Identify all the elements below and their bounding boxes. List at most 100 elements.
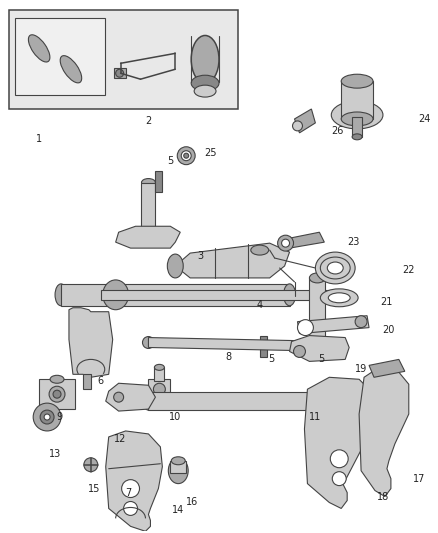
Bar [141,182,155,234]
Text: 22: 22 [403,265,415,275]
Ellipse shape [191,36,219,83]
Text: 26: 26 [331,126,343,136]
Polygon shape [116,226,180,248]
Text: 21: 21 [381,297,393,307]
Ellipse shape [309,338,325,349]
Bar [61,284,290,306]
Bar [148,379,170,399]
Circle shape [153,383,165,395]
Text: 1: 1 [36,134,42,144]
Bar [114,68,126,78]
Ellipse shape [142,392,155,410]
Text: 9: 9 [56,412,62,422]
Text: 18: 18 [377,491,389,502]
Bar [260,336,267,358]
Bar [39,379,75,409]
Bar [155,367,164,381]
Polygon shape [106,431,162,531]
Bar [15,18,105,95]
Polygon shape [290,232,324,248]
Bar [309,336,316,358]
Text: 5: 5 [268,354,275,365]
Ellipse shape [50,375,64,383]
Ellipse shape [28,35,50,62]
Bar [9,10,238,109]
Polygon shape [69,308,113,377]
Text: 19: 19 [355,365,367,374]
Ellipse shape [84,458,98,472]
Ellipse shape [341,74,373,88]
Polygon shape [290,336,349,361]
Circle shape [297,320,314,336]
Ellipse shape [328,293,350,303]
Text: 16: 16 [186,497,198,507]
Ellipse shape [141,179,155,187]
Bar [148,392,395,410]
Ellipse shape [191,75,219,91]
Ellipse shape [283,284,296,306]
Ellipse shape [171,457,185,465]
Circle shape [49,386,65,402]
Polygon shape [83,374,91,389]
Ellipse shape [167,254,183,278]
Text: 13: 13 [49,449,61,459]
Text: 2: 2 [145,116,152,126]
Circle shape [282,239,290,247]
Polygon shape [294,109,315,133]
Ellipse shape [352,134,362,140]
Ellipse shape [293,121,303,131]
Ellipse shape [341,112,373,126]
Polygon shape [304,377,377,508]
Circle shape [33,403,61,431]
Ellipse shape [55,284,67,306]
Ellipse shape [141,230,155,238]
Bar [341,81,373,119]
Text: 20: 20 [383,325,395,335]
Polygon shape [369,359,405,377]
Text: 7: 7 [125,488,132,498]
Ellipse shape [177,147,195,165]
Ellipse shape [389,392,401,410]
Circle shape [124,502,138,515]
Text: 6: 6 [98,376,104,386]
Polygon shape [106,383,155,411]
Ellipse shape [279,292,290,304]
Text: 24: 24 [418,114,431,124]
Polygon shape [359,367,409,497]
Text: 17: 17 [413,474,425,483]
Bar [170,461,186,473]
Ellipse shape [184,153,189,158]
Ellipse shape [315,252,355,284]
Ellipse shape [168,458,188,483]
Polygon shape [175,243,290,278]
Circle shape [293,345,305,358]
Ellipse shape [320,289,358,307]
Circle shape [122,480,140,497]
Ellipse shape [251,245,268,255]
Text: 10: 10 [169,412,181,422]
Bar [101,290,329,300]
Circle shape [40,410,54,424]
Circle shape [332,472,346,486]
Ellipse shape [331,101,383,129]
Text: 25: 25 [204,148,216,158]
Bar [309,278,325,343]
Bar [352,117,362,137]
Text: 5: 5 [167,156,173,166]
Ellipse shape [103,280,129,310]
Circle shape [330,450,348,468]
Circle shape [53,390,61,398]
Text: 5: 5 [318,354,325,365]
Text: 4: 4 [257,300,263,310]
Circle shape [278,235,293,251]
Polygon shape [148,337,339,351]
Ellipse shape [333,341,345,352]
Ellipse shape [194,85,216,97]
Ellipse shape [327,262,343,274]
Text: 23: 23 [347,237,359,247]
Text: 3: 3 [197,251,203,261]
Ellipse shape [60,55,82,83]
Circle shape [355,316,367,328]
Circle shape [114,392,124,402]
Text: 14: 14 [172,505,184,515]
